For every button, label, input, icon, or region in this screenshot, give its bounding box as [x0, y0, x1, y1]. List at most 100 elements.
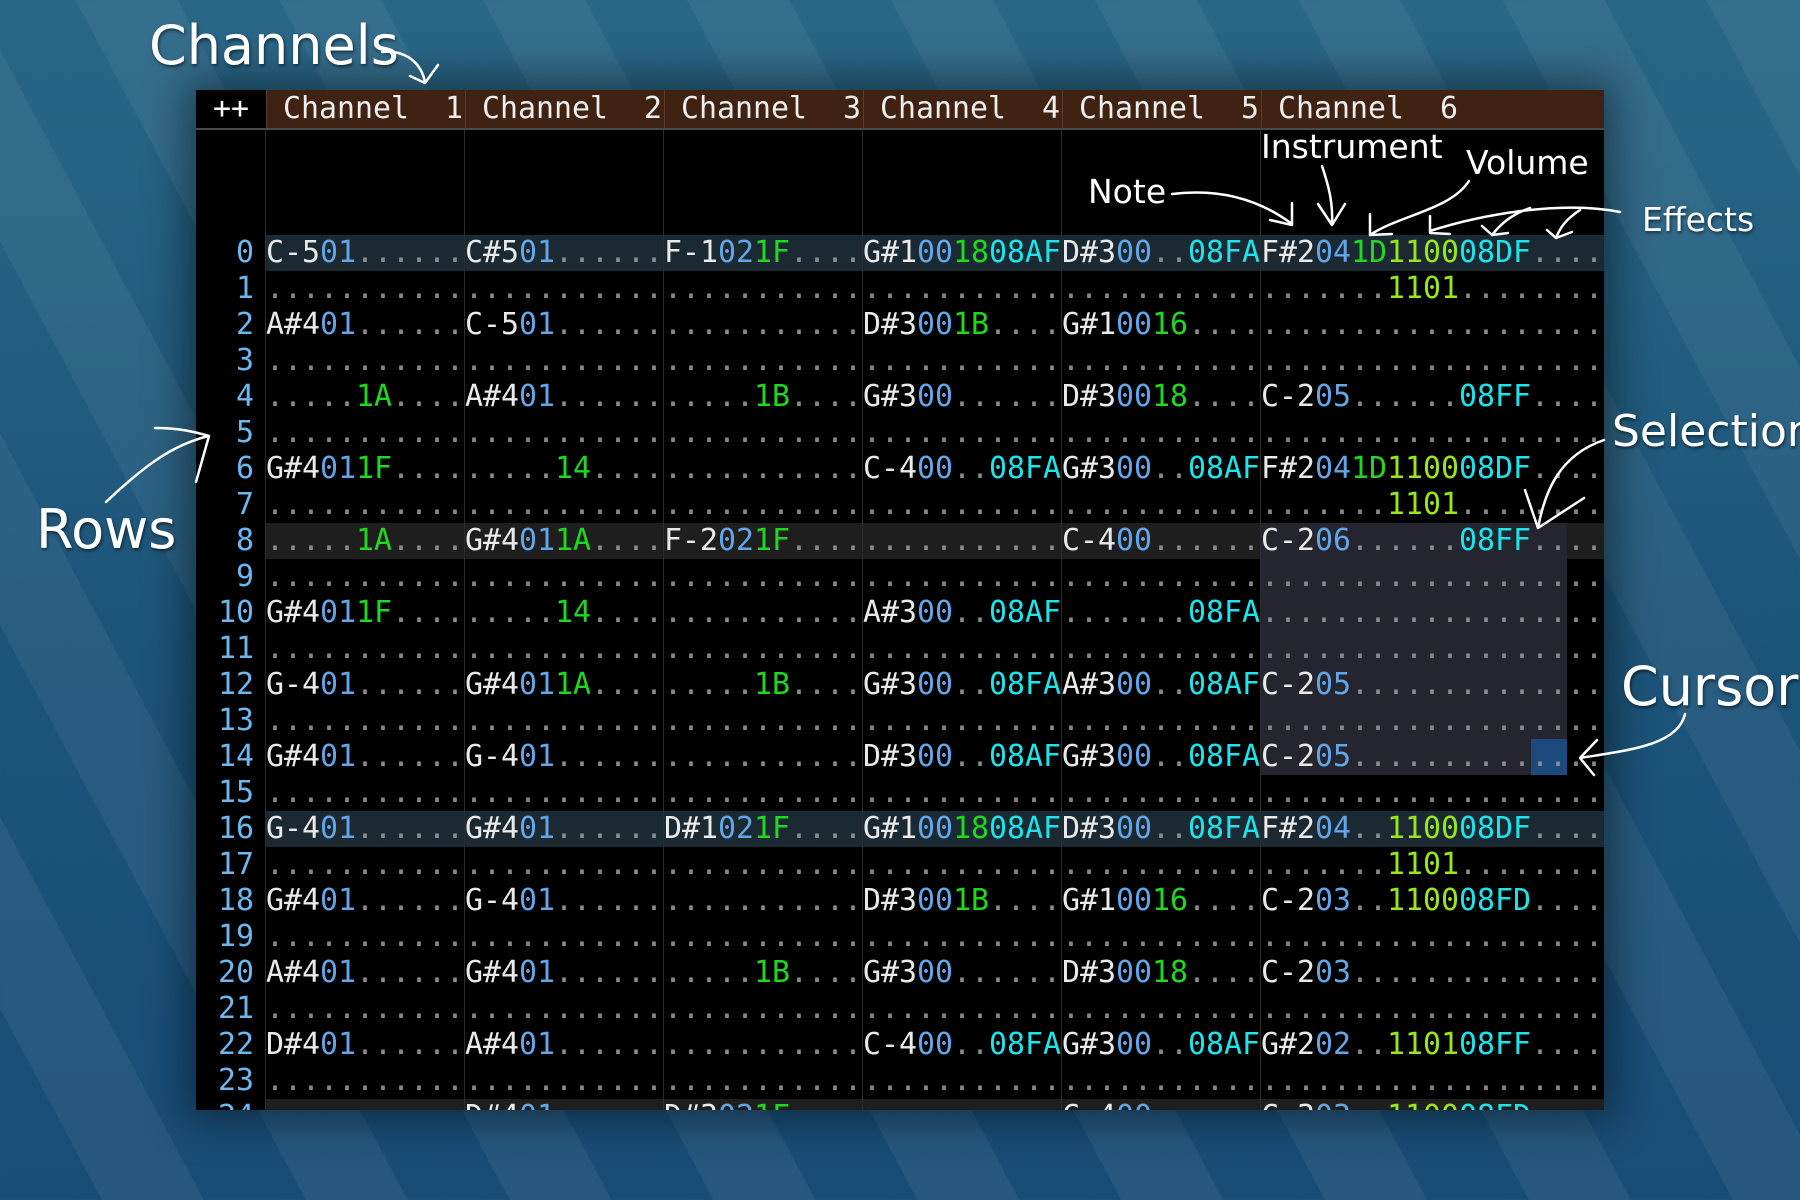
pattern-cell[interactable]: ................... [1261, 919, 1603, 955]
pattern-cell[interactable]: ........... [266, 847, 464, 883]
pattern-cell[interactable]: ........... [1062, 775, 1260, 811]
pattern-cell[interactable]: D#1021F.... [664, 811, 862, 847]
pattern-cell[interactable]: G-401...... [465, 883, 663, 919]
pattern-cell[interactable]: ........... [1062, 703, 1260, 739]
pattern-cell[interactable]: ........... [465, 847, 663, 883]
pattern-cell[interactable]: G#1001808AF [863, 235, 1061, 271]
pattern-cell[interactable]: D#300..08AF [863, 739, 1061, 775]
pattern-cell[interactable]: G#300..08AF [1062, 451, 1260, 487]
pattern-cell[interactable]: ........... [664, 451, 862, 487]
pattern-cell[interactable]: ........... [465, 271, 663, 307]
pattern-cell[interactable]: G#202..110108FF.... [1261, 1027, 1603, 1063]
pattern-cell[interactable]: ................... [1261, 991, 1603, 1027]
pattern-cell[interactable]: ........... [266, 271, 464, 307]
pattern-cell[interactable]: F-1021F.... [664, 235, 862, 271]
pattern-cell[interactable]: ........... [664, 343, 862, 379]
pattern-cell[interactable]: ........... [863, 847, 1061, 883]
channel-header-4[interactable]: Channel 4 [863, 90, 1062, 128]
pattern-cell[interactable]: A#401...... [465, 379, 663, 415]
pattern-cell[interactable]: ........... [863, 559, 1061, 595]
pattern-cell[interactable]: ................... [1261, 307, 1603, 343]
pattern-cell[interactable]: G#401...... [465, 811, 663, 847]
pattern-cell[interactable]: ........... [266, 775, 464, 811]
pattern-cell[interactable]: G#4011A.... [465, 523, 663, 559]
pattern-cell[interactable]: ........... [863, 991, 1061, 1027]
pattern-cell[interactable]: ........... [1062, 487, 1260, 523]
pattern-cell[interactable]: ........... [465, 919, 663, 955]
pattern-cell[interactable]: ................... [1261, 631, 1603, 667]
pattern-cell[interactable]: A#401...... [266, 307, 464, 343]
pattern-cell[interactable]: G#4011F.... [266, 451, 464, 487]
pattern-cell[interactable]: ........... [266, 919, 464, 955]
pattern-cell[interactable]: ........... [664, 703, 862, 739]
pattern-cell[interactable]: .......1101........ [1261, 271, 1603, 307]
pattern-cell[interactable]: D#401...... [465, 1099, 663, 1110]
pattern-cell[interactable]: ........... [266, 415, 464, 451]
pattern-cell[interactable]: ........... [465, 487, 663, 523]
pattern-cell[interactable]: .......08FA [1062, 595, 1260, 631]
pattern-cell[interactable]: ........... [465, 631, 663, 667]
pattern-cell[interactable]: ........... [863, 1063, 1061, 1099]
pattern-cell[interactable]: D#3001B.... [863, 883, 1061, 919]
pattern-cell[interactable]: ........... [1062, 991, 1260, 1027]
pattern-cell[interactable]: G-401...... [266, 811, 464, 847]
pattern-cell[interactable]: A#300..08AF [1062, 667, 1260, 703]
pattern-cell[interactable]: C-206......08FF.... [1261, 523, 1603, 559]
pattern-cell[interactable]: C-205......08FF.... [1261, 379, 1603, 415]
pattern-cell[interactable]: ................... [1261, 775, 1603, 811]
pattern-cell[interactable]: ........... [863, 919, 1061, 955]
pattern-cell[interactable]: G#4011A.... [465, 667, 663, 703]
pattern-cell[interactable]: A#401...... [266, 955, 464, 991]
pattern-cell[interactable]: .....1B.... [664, 379, 862, 415]
pattern-cell[interactable]: .....14.... [465, 595, 663, 631]
pattern-cell[interactable]: ........... [664, 739, 862, 775]
pattern-cell[interactable]: ........... [465, 559, 663, 595]
pattern-cell[interactable]: ........... [664, 415, 862, 451]
pattern-cell[interactable]: C-400...... [1062, 523, 1260, 559]
pattern-cell[interactable]: D#30018.... [1062, 379, 1260, 415]
pattern-cell[interactable]: G#300..08FA [1062, 739, 1260, 775]
pattern-cell[interactable]: ........... [863, 487, 1061, 523]
pattern-cell[interactable]: ........... [1062, 631, 1260, 667]
channel-header-1[interactable]: Channel 1 [266, 90, 465, 128]
pattern-cell[interactable]: .....1A.... [266, 523, 464, 559]
pattern-cell[interactable]: ........... [465, 703, 663, 739]
pattern-cell[interactable]: G#10016.... [1062, 883, 1260, 919]
pattern-cell[interactable]: F#2041D110008DF.... [1261, 451, 1603, 487]
pattern-cell[interactable]: ........... [863, 523, 1061, 559]
pattern-cell[interactable]: G#4011F.... [266, 595, 464, 631]
selection-region[interactable] [1261, 523, 1567, 775]
pattern-cell[interactable]: C#501...... [465, 235, 663, 271]
channel-header-6[interactable]: Channel 6 [1261, 90, 1604, 128]
pattern-cell[interactable]: .......1101........ [1261, 847, 1603, 883]
pattern-cell[interactable]: ........... [664, 991, 862, 1027]
channel-header-3[interactable]: Channel 3 [664, 90, 863, 128]
pattern-cell[interactable]: C-400..08FA [863, 451, 1061, 487]
pattern-cell[interactable]: ........... [266, 1099, 464, 1110]
pattern-cell[interactable]: G#300..08FA [863, 667, 1061, 703]
channel-header-2[interactable]: Channel 2 [465, 90, 664, 128]
pattern-cell[interactable]: ........... [863, 343, 1061, 379]
pattern-cell[interactable]: ........... [664, 631, 862, 667]
pattern-cell[interactable]: G#401...... [266, 883, 464, 919]
add-channel-button[interactable]: ++ [196, 90, 266, 128]
pattern-cell[interactable]: ........... [465, 1063, 663, 1099]
pattern-cell[interactable]: .......1101........ [1261, 487, 1603, 523]
pattern-cell[interactable]: ........... [266, 703, 464, 739]
pattern-cell[interactable]: ........... [863, 775, 1061, 811]
pattern-cell[interactable]: ........... [664, 595, 862, 631]
pattern-cell[interactable]: ........... [465, 415, 663, 451]
pattern-cell[interactable]: ................... [1261, 415, 1603, 451]
pattern-cell[interactable]: G-401...... [266, 667, 464, 703]
pattern-cell[interactable]: C-400...... [1062, 1099, 1260, 1110]
pattern-cell[interactable]: ........... [664, 559, 862, 595]
pattern-cell[interactable]: F-2021F.... [664, 523, 862, 559]
pattern-cell[interactable]: C-205.............. [1261, 667, 1603, 703]
pattern-cell[interactable]: ........... [664, 1063, 862, 1099]
pattern-cell[interactable]: G#401...... [266, 739, 464, 775]
pattern-cell[interactable]: C-501...... [465, 307, 663, 343]
pattern-cell[interactable]: C-203.............. [1261, 955, 1603, 991]
pattern-cell[interactable]: ........... [266, 991, 464, 1027]
pattern-cell[interactable]: ........... [1062, 1063, 1260, 1099]
pattern-cell[interactable]: D#3001B.... [863, 307, 1061, 343]
